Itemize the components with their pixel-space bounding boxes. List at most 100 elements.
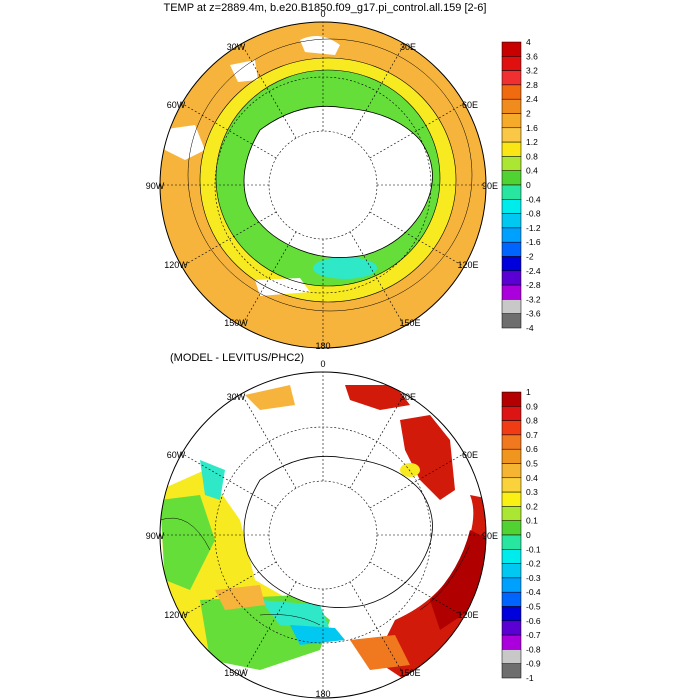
colorbar-swatch [501, 649, 522, 664]
bottom-lon-label-150e: 150E [399, 668, 420, 678]
colorbar-label: 4 [526, 37, 531, 47]
colorbar-label: -0.5 [526, 602, 541, 612]
colorbar-swatch [501, 213, 522, 229]
colorbar-swatch [501, 98, 522, 114]
colorbar-swatch [501, 41, 522, 57]
top-contour-2 [215, 69, 441, 287]
colorbar-label: 1.6 [526, 123, 538, 133]
colorbar-swatch [501, 634, 522, 650]
top-lon-label-180: 180 [315, 341, 330, 351]
colorbar-label: 0.4 [526, 473, 538, 483]
top-colorbar: 4 3.6 3.2 2.8 2.4 2 1.6 1.2 0.8 0.4 0 -0.4 -0.8 -1.2 -… [501, 37, 541, 333]
colorbar-label: -2.8 [526, 280, 541, 290]
colorbar-swatch [501, 313, 522, 329]
colorbar-label: 0.8 [526, 416, 538, 426]
colorbar-label: 2 [526, 109, 531, 119]
colorbar-label: -1 [526, 673, 534, 683]
colorbar-label: 0.2 [526, 501, 538, 511]
bottom-lon-label-90e: 90E [482, 531, 498, 541]
colorbar-swatch [501, 620, 522, 636]
colorbar-label: -1.6 [526, 237, 541, 247]
colorbar-swatch [501, 299, 522, 314]
top-island-land [230, 60, 258, 82]
top-lon-label-150w: 150W [224, 318, 248, 328]
bottom-drake-cyan [200, 460, 225, 500]
colorbar-label: -0.6 [526, 616, 541, 626]
colorbar-swatch [501, 463, 522, 479]
colorbar-swatch [501, 170, 522, 186]
colorbar-label: -0.4 [526, 587, 541, 597]
colorbar-swatch [501, 420, 522, 436]
colorbar-swatch [501, 477, 522, 493]
bottom-60e-red [400, 415, 455, 500]
colorbar-label: 0 [526, 530, 531, 540]
colorbar-swatch [501, 606, 522, 622]
bottom-map-border [159, 371, 487, 699]
colorbar-swatch [501, 199, 522, 214]
colorbar-swatch [501, 563, 522, 579]
colorbar-swatch [501, 391, 522, 407]
colorbar-label: 0.6 [526, 444, 538, 454]
top-lon-label-0: 0 [320, 9, 325, 19]
bottom-lon-label-60w: 60W [167, 450, 186, 460]
top-cyan-patch [313, 257, 377, 279]
top-contour-3 [187, 38, 473, 312]
colorbar-label: 1 [526, 387, 531, 397]
top-contour-1 [199, 57, 457, 303]
bottom-30w-orange [245, 385, 295, 410]
top-africa-tip-land [300, 36, 340, 55]
colorbar-swatch [501, 70, 522, 86]
colorbar-swatch [501, 184, 522, 200]
colorbar-label: 0.7 [526, 430, 538, 440]
bottom-antarctica-land [243, 455, 433, 608]
colorbar-swatch [501, 56, 522, 71]
top-map-border [159, 21, 487, 349]
colorbar-label: 0 [526, 180, 531, 190]
bottom-lon-label-120w: 120W [164, 610, 188, 620]
bottom-lon-label-0: 0 [320, 359, 325, 369]
colorbar-swatch [501, 577, 522, 593]
colorbar-swatch [501, 434, 522, 450]
colorbar-swatch [501, 591, 522, 607]
bottom-pacific-orange [215, 585, 265, 610]
colorbar-label: 0.4 [526, 166, 538, 176]
top-lon-label-30w: 30W [227, 42, 246, 52]
top-lon-label-60w: 60W [167, 100, 186, 110]
colorbar-swatch [501, 506, 522, 521]
colorbar-swatch [501, 227, 522, 243]
colorbar-label: 2.8 [526, 80, 538, 90]
bottom-60e-yellow [400, 463, 420, 477]
top-panel-title: TEMP at z=2889.4m, b.e20.B1850.f09_g17.p… [163, 2, 487, 14]
bottom-30e-red [345, 385, 410, 410]
bottom-lon-label-60e: 60E [462, 450, 478, 460]
bottom-colorbar: 1 0.9 0.8 0.7 0.6 0.5 0.4 0.3 0.2 0.1 0 -0.1 -0.2 -0.… [501, 387, 541, 683]
colorbar-swatch [501, 113, 522, 129]
top-coastline [243, 105, 433, 258]
colorbar-swatch [501, 241, 522, 257]
top-lon-label-90w: 90W [146, 181, 165, 191]
colorbar-swatch [501, 549, 522, 564]
colorbar-label: 0.8 [526, 151, 538, 161]
colorbar-swatch [501, 448, 522, 464]
bottom-contour-2 [419, 544, 471, 611]
colorbar-label: -0.2 [526, 559, 541, 569]
top-south-america-land [160, 125, 205, 160]
colorbar-swatch [501, 663, 522, 679]
colorbar-label: -3.6 [526, 309, 541, 319]
colorbar-label: -0.3 [526, 573, 541, 583]
colorbar-swatch [501, 127, 522, 143]
colorbar-swatch [501, 270, 522, 286]
colorbar-label: -3.2 [526, 294, 541, 304]
colorbar-swatch [501, 84, 522, 100]
colorbar-swatch [501, 520, 522, 536]
colorbar-label: -0.4 [526, 194, 541, 204]
colorbar-swatch [501, 141, 522, 157]
bottom-lon-label-150w: 150W [224, 668, 248, 678]
bottom-contour-3 [259, 614, 321, 626]
bottom-lon-label-90w: 90W [146, 531, 165, 541]
colorbar-label: -4 [526, 323, 534, 333]
colorbar-label: 0.9 [526, 401, 538, 411]
colorbar-label: 2.4 [526, 94, 538, 104]
colorbar-label: -2 [526, 252, 534, 262]
